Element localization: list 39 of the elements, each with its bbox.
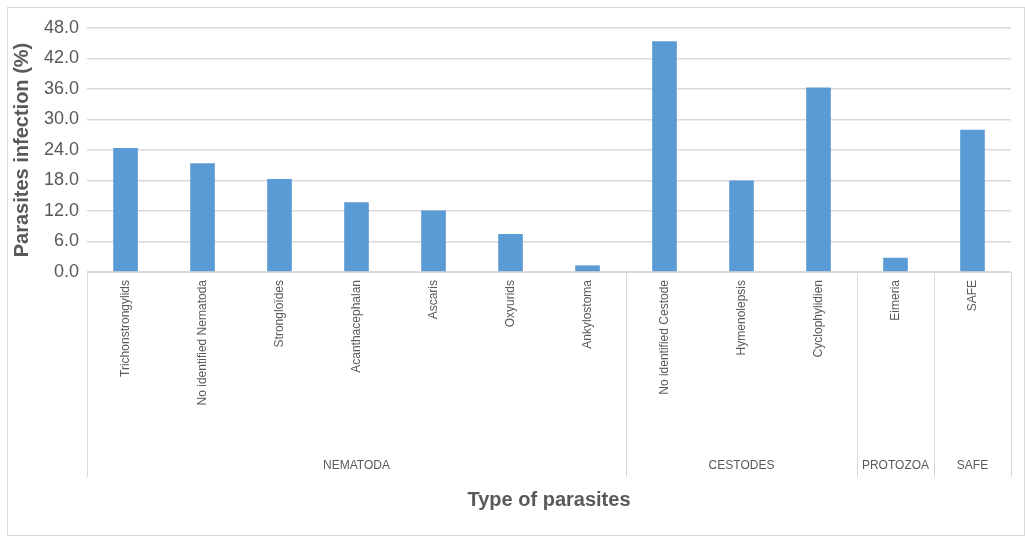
bar xyxy=(190,163,215,272)
bar xyxy=(729,180,754,272)
y-tick-label: 18.0 xyxy=(43,169,80,190)
x-tick-label: Oxyurids xyxy=(502,280,517,328)
bar xyxy=(806,87,831,272)
bar xyxy=(652,41,677,272)
y-tick-label: 12.0 xyxy=(43,199,80,220)
x-tick-label: Cyclophylidien xyxy=(810,280,825,358)
bar xyxy=(960,129,985,272)
x-axis-title: Type of parasites xyxy=(467,487,631,510)
x-tick-label: SAFE xyxy=(964,280,979,312)
y-tick-label: 6.0 xyxy=(54,230,80,251)
x-tick-label: Ascaris xyxy=(425,280,440,320)
bar xyxy=(883,257,908,272)
x-tick-label: No identified Cestode xyxy=(656,279,671,395)
y-tick-label: 48.0 xyxy=(43,16,80,37)
x-tick-label: Acanthacephalan xyxy=(348,280,363,373)
y-tick-label: 0.0 xyxy=(54,260,80,281)
x-tick-label: Strongloïdes xyxy=(271,280,286,348)
x-tick-label: Ankylostoma xyxy=(579,279,594,349)
bar xyxy=(575,265,600,272)
bar xyxy=(113,147,138,272)
y-tick-label: 42.0 xyxy=(43,47,80,68)
x-tick-label: Trichonstrongylids xyxy=(117,280,132,377)
x-tick-label: Hymenolepsis xyxy=(733,280,748,356)
x-tick-label: No identified Nematoda xyxy=(194,279,209,406)
bar xyxy=(344,202,369,272)
text: PROTOZOA xyxy=(861,458,930,473)
text: CESTODES xyxy=(708,458,775,473)
y-tick-label: 24.0 xyxy=(43,138,80,159)
bar xyxy=(421,210,446,272)
y-tick-label: 30.0 xyxy=(43,108,80,129)
y-axis-title: Parasites infection (%) xyxy=(9,42,32,258)
y-tick-label: 36.0 xyxy=(43,77,80,98)
text: SAFE xyxy=(956,458,989,473)
bar xyxy=(498,233,523,272)
bar xyxy=(267,178,292,272)
text: NEMATODA xyxy=(323,458,390,473)
x-tick-label: Eimeria xyxy=(887,279,902,321)
